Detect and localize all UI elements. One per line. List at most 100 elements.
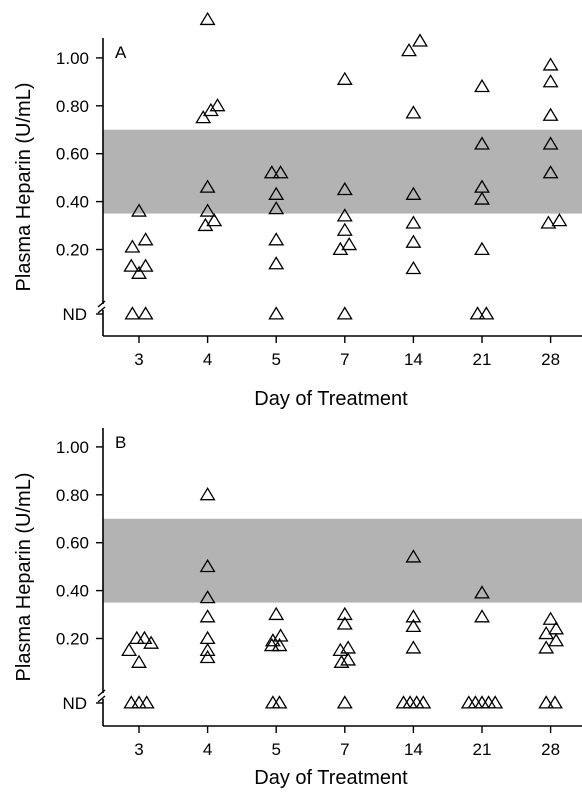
panel-a-data-point — [341, 236, 358, 251]
panel-a-data-point — [199, 203, 216, 217]
panel-b-data-point — [474, 609, 490, 623]
panel-a-data-point — [551, 212, 568, 227]
panel-b-data-point — [538, 625, 555, 640]
panel-b-data-point — [143, 635, 160, 649]
panel-a-data-point — [268, 256, 285, 270]
panel-a-axis-break-mark — [97, 306, 106, 314]
panel-a-data-point — [202, 102, 219, 117]
panel-b-data-point — [333, 654, 350, 668]
panel-a-x-tick-label: 3 — [134, 350, 143, 369]
panel-b-data-point — [332, 642, 349, 656]
panel-a-data-point — [206, 212, 223, 227]
panel-b-data-point — [199, 609, 216, 623]
panel-b-data-point — [263, 637, 280, 652]
panel-b-data-point — [271, 695, 288, 709]
panel-b-data-point — [460, 695, 477, 709]
panel-b-y-tick-label: 0.40 — [56, 582, 89, 601]
panel-a-data-point — [124, 239, 141, 253]
panel-a-data-point — [542, 107, 559, 121]
panel-a-data-point — [405, 260, 422, 275]
panel-a-data-point — [263, 165, 280, 179]
panel-b-data-point — [336, 616, 353, 630]
panel-a-x-tick-label: 14 — [404, 350, 423, 369]
panel-a-data-point — [268, 232, 285, 246]
panel-a-data-point — [268, 306, 285, 320]
panel-a-data-point — [405, 215, 422, 229]
panel-a-data-point — [336, 71, 353, 85]
panel-a-y-tick-label: 0.80 — [56, 97, 89, 116]
panel-b-data-point — [268, 606, 285, 621]
panel-b-data-point — [405, 618, 422, 633]
panel-b-data-point — [405, 640, 422, 654]
panel-a-data-point — [137, 306, 154, 320]
panel-a-x-tick-label: 5 — [271, 350, 280, 369]
panel-b-data-point — [264, 633, 281, 647]
panel-b-data-point — [199, 487, 216, 501]
panel-b-y-tick-label: 0.20 — [56, 630, 89, 649]
panel-b-x-tick-label: 21 — [473, 740, 492, 759]
panel-a-data-point — [131, 265, 147, 279]
panel-a-data-point — [474, 78, 490, 93]
panel-b-panel-label: B — [115, 433, 126, 452]
panel-b-data-point — [548, 633, 565, 647]
panel-a-data-point — [405, 234, 422, 248]
panel-a-data-point — [542, 136, 559, 150]
panel-a-data-point — [542, 74, 559, 88]
panel-a-data-point — [199, 11, 216, 26]
panel-b-data-point — [547, 695, 563, 709]
panel-a-panel-label: A — [115, 43, 127, 62]
panel-a-data-point — [137, 232, 154, 246]
panel-b-data-point — [336, 695, 353, 709]
panel-a-nd-label: ND — [62, 305, 87, 324]
panel-b-data-point — [542, 611, 559, 625]
panel-b-x-tick-label: 7 — [340, 740, 349, 759]
panel-b-data-point — [199, 558, 216, 573]
panel-a-data-point — [478, 306, 495, 320]
panel-b-data-point — [415, 695, 432, 709]
panel-b-data-point — [405, 549, 422, 563]
panel-a-data-point — [336, 306, 353, 320]
panel-a-data-point — [336, 208, 353, 222]
panel-a-data-point — [542, 165, 559, 179]
panel-a-y-tick-label: 0.20 — [56, 241, 89, 260]
panel-b-data-point — [405, 609, 422, 623]
panel-b-data-point — [199, 630, 216, 645]
panel-b-x-tick-label: 4 — [203, 740, 212, 759]
panel-a-data-point — [405, 105, 422, 119]
panel-b-data-point — [402, 695, 419, 709]
panel-a-data-point — [209, 98, 226, 112]
panel-a-data-point — [332, 241, 349, 256]
panel-a-data-point — [474, 241, 490, 256]
panel-a-data-point — [268, 186, 285, 200]
panel-a-y-tick-label: 0.60 — [56, 145, 89, 164]
panel-b-y-axis-title: Plasma Heparin (U/mL) — [13, 473, 35, 682]
panel-a-data-point — [336, 222, 353, 236]
panel-a-data-point — [268, 201, 285, 215]
panel-a-data-point — [197, 217, 214, 232]
panel-b-shaded-band — [103, 518, 582, 603]
panel-b-data-point — [538, 695, 555, 709]
panel-b-data-point — [121, 642, 138, 656]
panel-b-data-point — [199, 590, 216, 604]
panel-a-data-point — [131, 203, 147, 217]
panel-b-data-point — [136, 630, 153, 645]
panel-a-data-point — [542, 57, 559, 71]
panel-b-data-point — [340, 640, 357, 654]
panel-b-data-point — [480, 695, 497, 709]
panel-a-data-point — [195, 110, 212, 124]
panel-b-data-point — [271, 637, 288, 652]
panel-b-x-tick-label: 28 — [541, 740, 560, 759]
panel-b-x-tick-label: 3 — [134, 740, 143, 759]
panel-b-y-tick-label: 1.00 — [56, 438, 89, 457]
panel-b-axis-break-mark — [97, 689, 106, 697]
panel-a-group: 0.20 0.40 0.60 0.80 1.00 ND 3 4 5 7 14 21 28 Day of T… — [13, 11, 582, 410]
panel-b-x-axis-title: Day of Treatment — [254, 767, 408, 789]
panel-b-nd-label: ND — [62, 694, 87, 713]
panel-a-data-point — [123, 258, 140, 272]
panel-b-data-point — [199, 649, 216, 664]
panel-a-data-point — [474, 136, 490, 150]
panel-a-data-point — [412, 33, 428, 47]
panel-b-x-tick-label: 14 — [404, 740, 423, 759]
